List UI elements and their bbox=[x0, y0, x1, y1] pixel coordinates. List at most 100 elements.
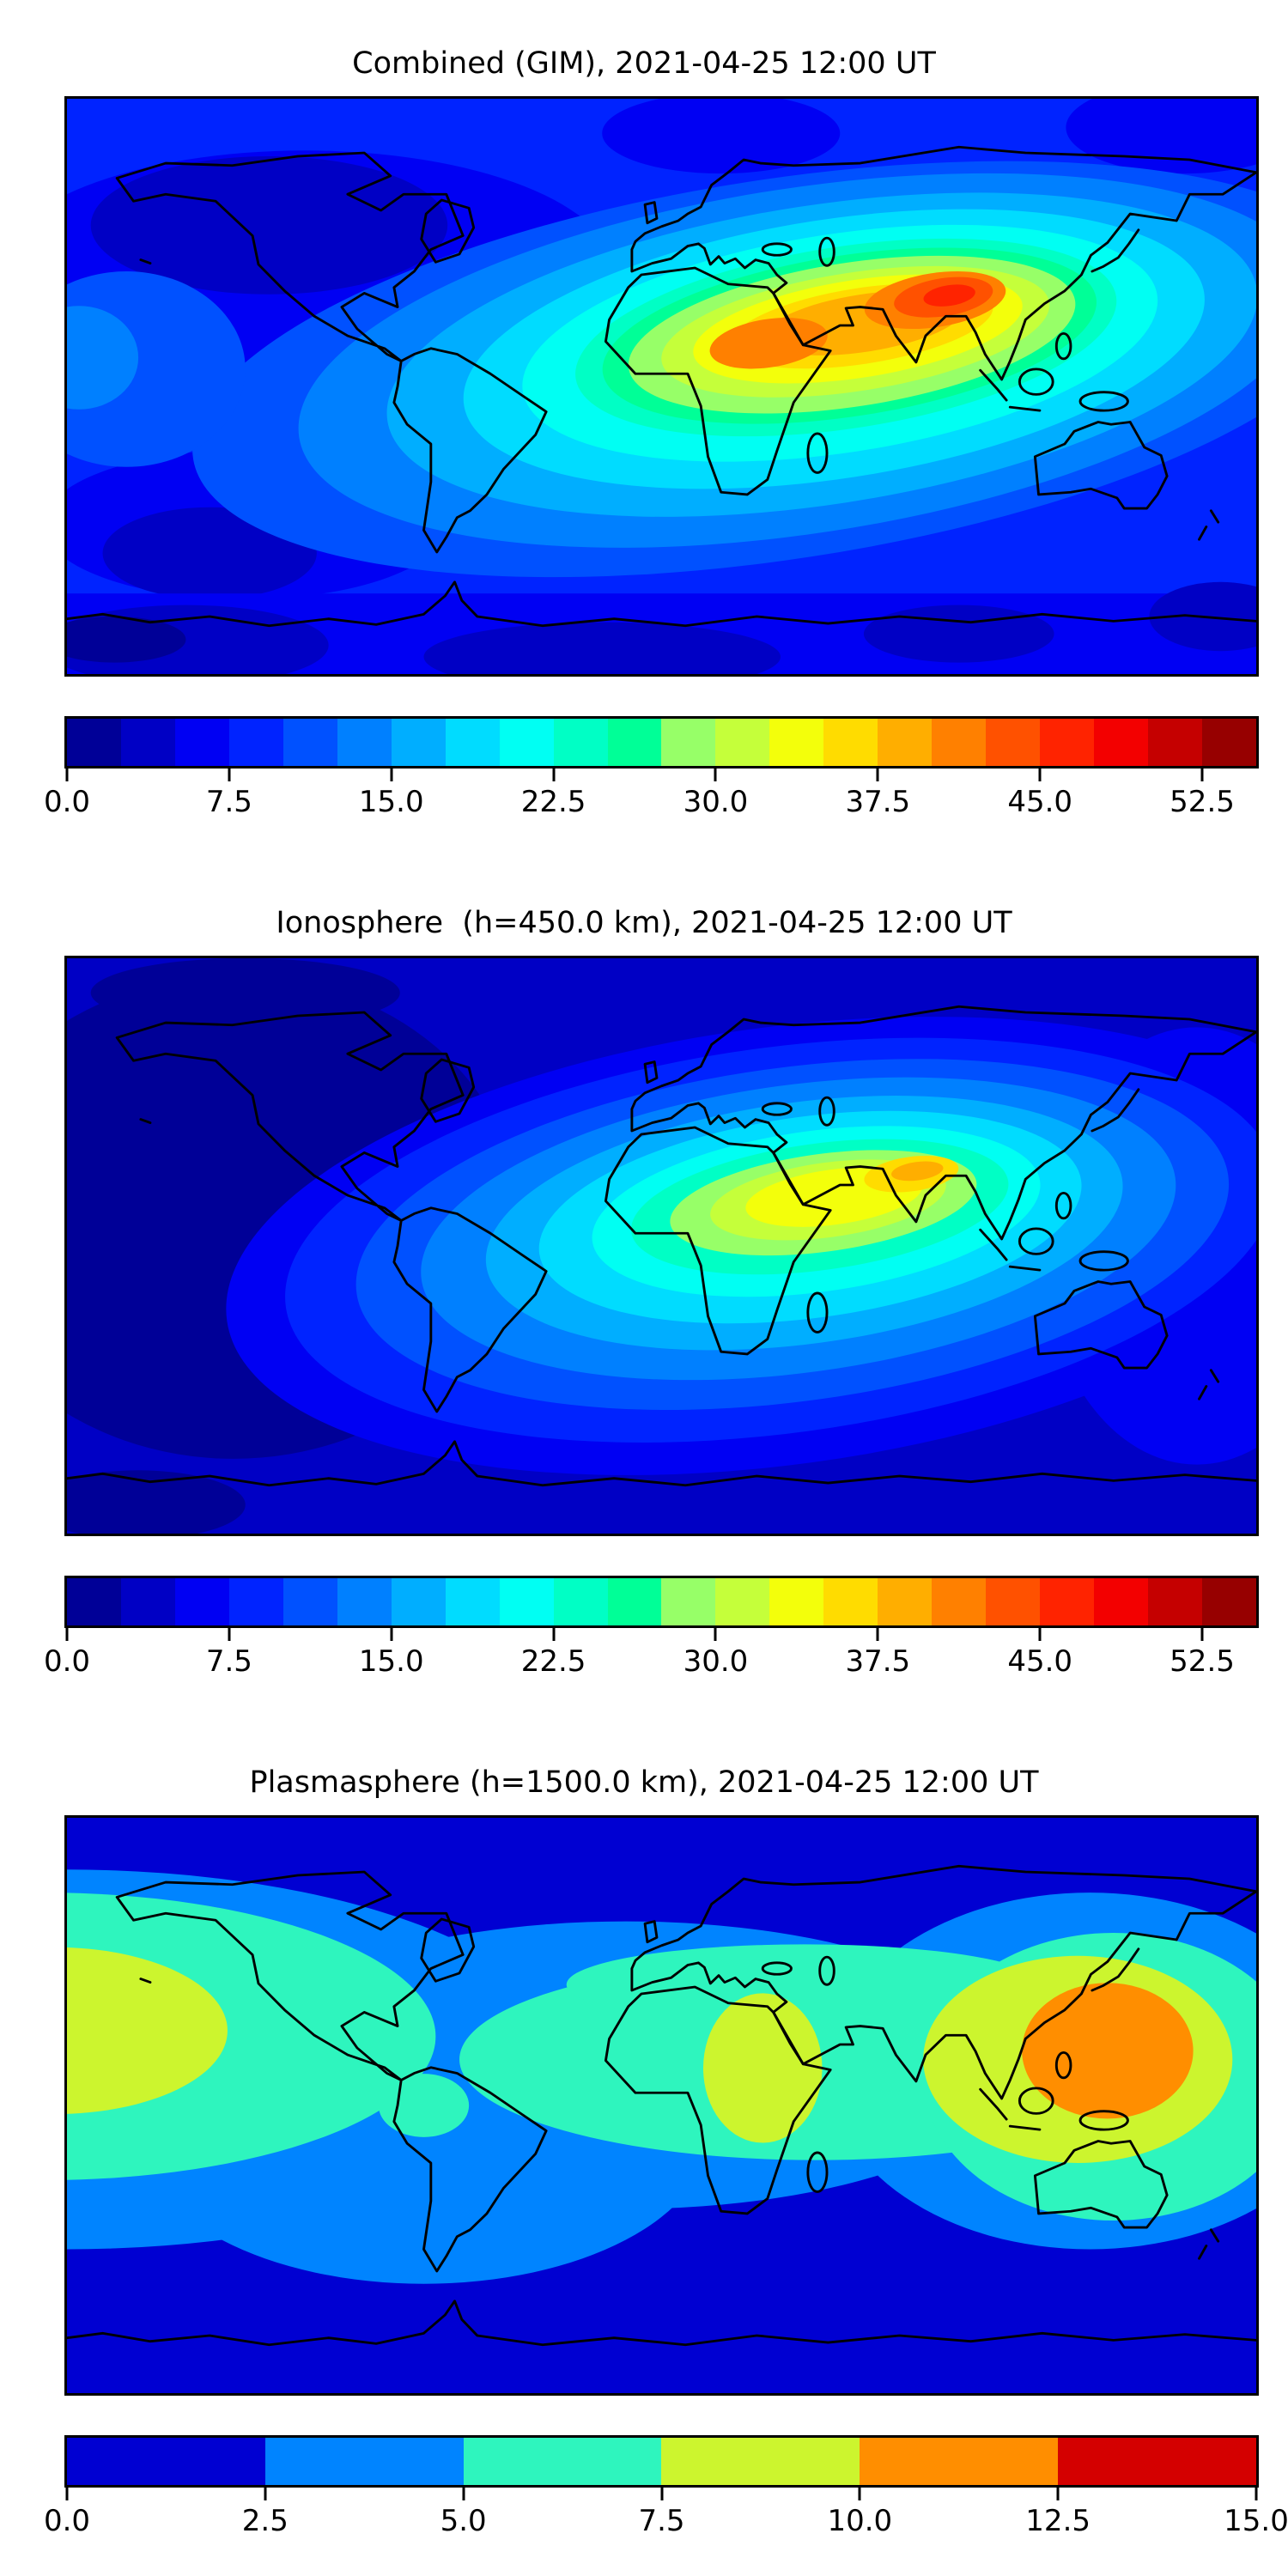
tick-label: 22.5 bbox=[520, 785, 586, 819]
tick-mark bbox=[462, 2488, 465, 2500]
tick-mark bbox=[228, 1628, 231, 1641]
colorbar-segment bbox=[120, 719, 175, 766]
tick-label: 12.5 bbox=[1025, 2504, 1091, 2538]
panel-plasmasphere: Plasmasphere (h=1500.0 km), 2021-04-25 1… bbox=[0, 1690, 1288, 2549]
colorbar-segment bbox=[769, 1578, 824, 1625]
contour-level bbox=[67, 306, 139, 410]
tick-mark bbox=[714, 769, 717, 781]
tick-label: 7.5 bbox=[205, 785, 252, 819]
tick-label: 0.0 bbox=[43, 1644, 91, 1679]
tick-label: 10.0 bbox=[827, 2504, 893, 2538]
contour-level bbox=[423, 622, 781, 674]
colorbar-segment bbox=[986, 1578, 1041, 1625]
colorbar-segment bbox=[463, 2438, 662, 2485]
colorbar-segment bbox=[878, 719, 933, 766]
contour-fill-layer bbox=[67, 958, 1256, 1534]
contour-level bbox=[891, 1161, 944, 1182]
colorbar-segment bbox=[715, 1578, 770, 1625]
colorbar-combined bbox=[64, 716, 1259, 769]
colorbar-segment bbox=[1040, 1578, 1095, 1625]
colorbar-segment bbox=[661, 719, 716, 766]
contour-level bbox=[67, 1470, 246, 1534]
panel-title: Ionosphere (h=450.0 km), 2021-04-25 12:0… bbox=[276, 906, 1012, 940]
tick-label: 52.5 bbox=[1170, 1644, 1235, 1679]
map-combined-gim-svg bbox=[67, 99, 1256, 674]
contour-level bbox=[67, 1947, 228, 2114]
tick-mark bbox=[858, 2488, 861, 2500]
tick-mark bbox=[65, 1628, 69, 1641]
tick-label: 5.0 bbox=[440, 2504, 487, 2538]
colorbar-segment bbox=[228, 719, 283, 766]
tick-mark bbox=[1056, 2488, 1060, 2500]
tick-label: 52.5 bbox=[1170, 785, 1235, 819]
coastlines bbox=[67, 1005, 1256, 1487]
colorbar-segment bbox=[391, 719, 446, 766]
colorbar-segment bbox=[1040, 719, 1095, 766]
colorbar-segment bbox=[174, 719, 229, 766]
map-ionosphere bbox=[64, 956, 1259, 1536]
colorbar-segment bbox=[769, 719, 824, 766]
tick-mark bbox=[390, 769, 393, 781]
colorbar-segment bbox=[932, 719, 987, 766]
contour-level bbox=[90, 958, 400, 1028]
contour-level bbox=[702, 1993, 823, 2143]
tick-mark bbox=[1255, 2488, 1258, 2500]
contour-fill-layer bbox=[67, 1818, 1256, 2393]
tick-mark bbox=[552, 769, 556, 781]
colorbar-segment bbox=[607, 1578, 662, 1625]
colorbar-segment bbox=[264, 2438, 464, 2485]
tick-mark bbox=[264, 2488, 267, 2500]
colorbar-segment bbox=[1094, 1578, 1149, 1625]
colorbar-segment bbox=[823, 1578, 878, 1625]
map-plasmasphere bbox=[64, 1815, 1259, 2396]
tick-mark bbox=[552, 1628, 556, 1641]
colorbar-segment bbox=[661, 2438, 860, 2485]
tick-label: 22.5 bbox=[520, 1644, 586, 1679]
panel-title: Combined (GIM), 2021-04-25 12:00 UT bbox=[352, 46, 936, 81]
colorbar-segment bbox=[1148, 1578, 1203, 1625]
colorbar-segment bbox=[337, 719, 392, 766]
colorbar-segment bbox=[499, 719, 554, 766]
colorbar-segment bbox=[661, 1578, 716, 1625]
colorbar-segment bbox=[715, 719, 770, 766]
colorbar-segment bbox=[445, 719, 500, 766]
panel-combined-gim: Combined (GIM), 2021-04-25 12:00 UT bbox=[0, 0, 1288, 830]
tick-label: 15.0 bbox=[358, 785, 424, 819]
tick-label: 0.0 bbox=[43, 785, 91, 819]
tick-label: 7.5 bbox=[205, 1644, 252, 1679]
tick-mark bbox=[876, 769, 879, 781]
tick-label: 0.0 bbox=[43, 2504, 91, 2538]
colorbar-segment bbox=[1202, 719, 1256, 766]
tick-mark bbox=[1038, 769, 1042, 781]
coastlines bbox=[67, 1864, 1256, 2347]
contour-level bbox=[67, 617, 186, 663]
contour-level bbox=[602, 99, 841, 174]
colorbar-segment bbox=[174, 1578, 229, 1625]
tick-label: 15.0 bbox=[358, 1644, 424, 1679]
tick-label: 7.5 bbox=[638, 2504, 685, 2538]
colorbar-plasmasphere bbox=[64, 2435, 1259, 2488]
tick-label: 37.5 bbox=[845, 785, 911, 819]
colorbar-segment bbox=[553, 1578, 608, 1625]
colorbar-segment bbox=[499, 1578, 554, 1625]
contour-level bbox=[923, 284, 975, 307]
tick-label: 2.5 bbox=[241, 2504, 289, 2538]
tick-label: 30.0 bbox=[683, 785, 749, 819]
tick-label: 15.0 bbox=[1224, 2504, 1288, 2538]
colorbar-segment bbox=[1094, 719, 1149, 766]
colorbar-segment bbox=[1058, 2438, 1256, 2485]
tick-mark bbox=[65, 769, 69, 781]
colorbar-segment bbox=[67, 1578, 121, 1625]
tick-mark bbox=[228, 769, 231, 781]
contour-level bbox=[378, 2074, 470, 2137]
colorbar-segment bbox=[932, 1578, 987, 1625]
tick-mark bbox=[876, 1628, 879, 1641]
map-plasmasphere-svg bbox=[67, 1818, 1256, 2393]
panel-ionosphere: Ionosphere (h=450.0 km), 2021-04-25 12:0… bbox=[0, 830, 1288, 1690]
tick-mark bbox=[1200, 769, 1204, 781]
contour-level bbox=[566, 1944, 1042, 2026]
tick-mark bbox=[390, 1628, 393, 1641]
colorbar-segment bbox=[391, 1578, 446, 1625]
colorbar-segment bbox=[283, 1578, 337, 1625]
contour-level bbox=[1022, 1983, 1194, 2119]
